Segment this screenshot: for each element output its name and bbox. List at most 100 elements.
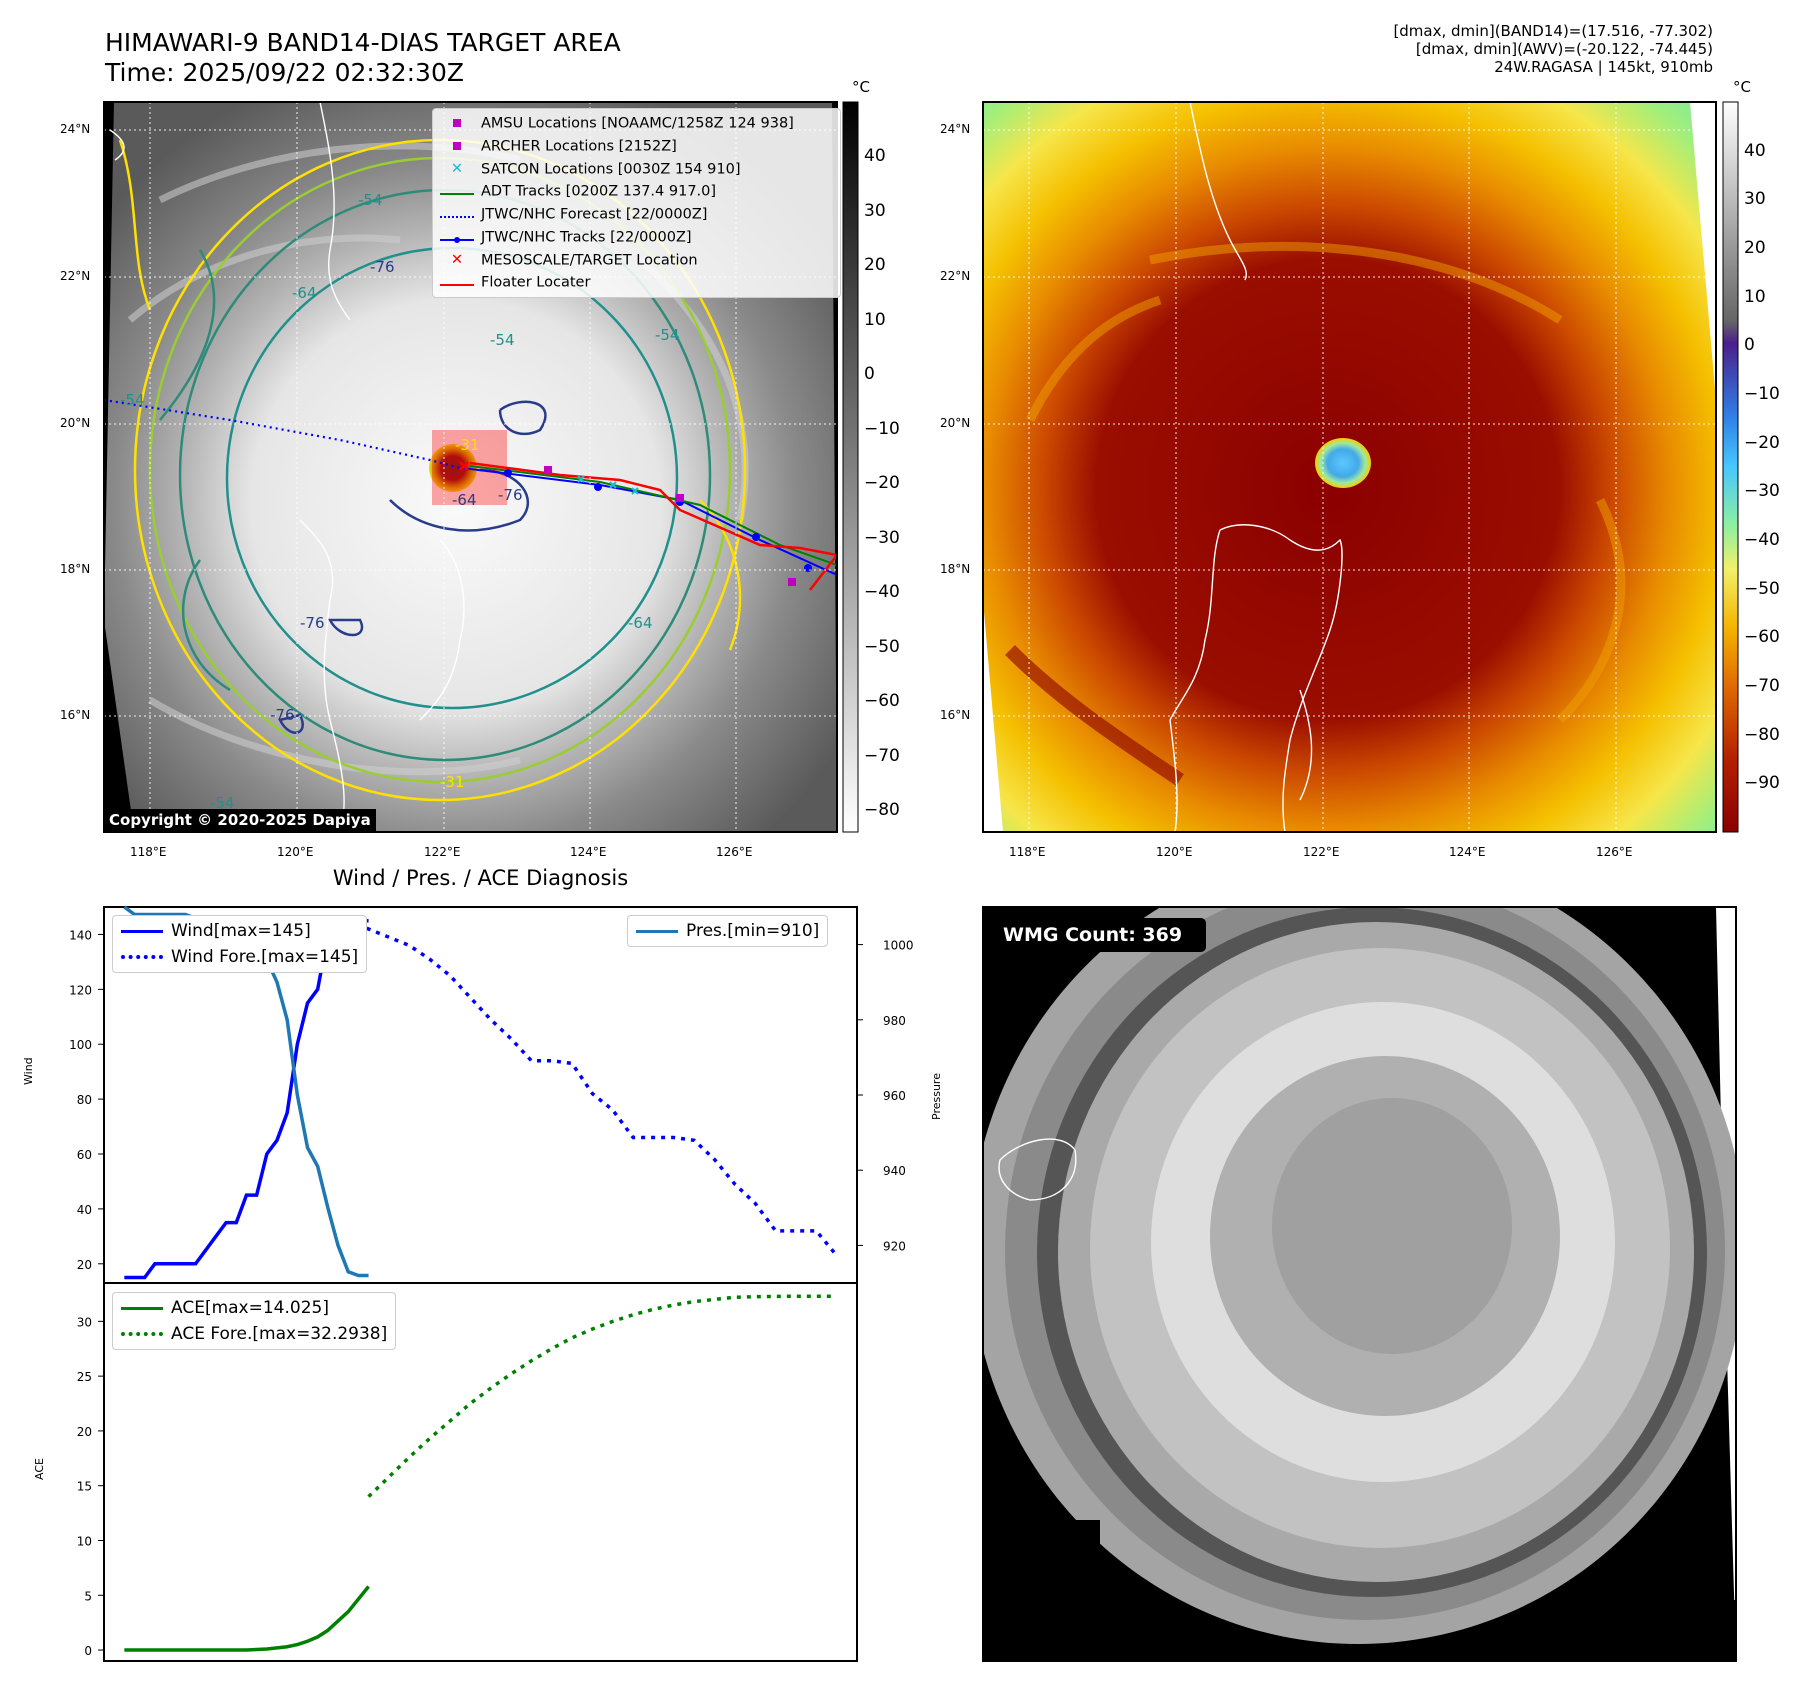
wind-axis-label: Wind xyxy=(22,1057,35,1085)
series-line xyxy=(347,919,838,1257)
contour-label: -64 xyxy=(292,284,317,302)
storm-eye xyxy=(1315,438,1371,488)
info-line-2: [dmax, dmin](AWV)=(-20.122, -74.445) xyxy=(1415,40,1713,58)
map-legend-entry: AMSU Locations [NOAAMC/1258Z 124 938] xyxy=(439,112,834,135)
colorbar-tick: −10 xyxy=(864,418,900,439)
contour-label: -76 xyxy=(498,486,523,504)
contour-label: -76 xyxy=(270,706,295,724)
legend-entry: Wind[max=145] xyxy=(121,918,358,944)
contour-label: -54 xyxy=(655,326,680,344)
contour-labels: -54 -76 -64 -54 -54 -31 -64 -76 -64 -76 … xyxy=(120,191,680,812)
lat-label: 22°N xyxy=(60,269,91,283)
legend-label: JTWC/NHC Tracks [22/0000Z] xyxy=(481,229,692,245)
y-right-tick-label: 960 xyxy=(883,1089,906,1103)
colorbar-tick: −60 xyxy=(864,691,900,712)
lat-label: 20°N xyxy=(940,416,971,430)
map-legend-entry: ADT Tracks [0200Z 137.4 917.0] xyxy=(439,180,834,203)
colorbar-tick: −70 xyxy=(1744,676,1780,696)
map-legend-entry: JTWC/NHC Tracks [22/0000Z] xyxy=(439,226,834,249)
pressure-axis-label: Pressure xyxy=(930,1073,943,1120)
title-line-2: Time: 2025/09/22 02:32:30Z xyxy=(105,58,464,87)
lat-label: 24°N xyxy=(60,122,91,136)
map-legend-entry: Floater Locater xyxy=(439,271,834,294)
awv-satellite-map xyxy=(982,101,1717,833)
colorbar-unit: °C xyxy=(852,78,870,96)
lon-label: 126°E xyxy=(716,845,753,859)
map-legend-entry: ✕ MESOSCALE/TARGET Location xyxy=(439,249,834,272)
legend-swatch xyxy=(439,203,475,226)
y-right-tick-label: 1000 xyxy=(883,939,914,953)
colorbar-tick: 30 xyxy=(1744,189,1766,210)
y-tick-label: 15 xyxy=(77,1480,92,1494)
legend-label: ACE[max=14.025] xyxy=(171,1298,329,1318)
contour-label: -76 xyxy=(300,614,325,632)
y-tick-label: 10 xyxy=(77,1534,92,1548)
wind-legend: Wind[max=145] Wind Fore.[max=145] xyxy=(112,915,368,973)
colorbar-tick: 10 xyxy=(864,309,886,330)
colorbar-tick: −20 xyxy=(864,473,900,494)
map-legend: AMSU Locations [NOAAMC/1258Z 124 938] ARC… xyxy=(432,108,841,298)
colorbar-awv xyxy=(1722,101,1739,833)
y-tick-label: 140 xyxy=(69,928,92,942)
lat-label: 24°N xyxy=(940,122,971,136)
lon-label: 118°E xyxy=(1009,845,1046,859)
series-line xyxy=(367,1294,837,1498)
colorbar-tick: 20 xyxy=(864,255,886,276)
contour-label: -54 xyxy=(210,794,235,812)
map-legend-entry: JTWC/NHC Forecast [22/0000Z] xyxy=(439,203,834,226)
lat-label: 16°N xyxy=(60,708,91,722)
y-tick-label: 25 xyxy=(77,1370,92,1384)
legend-swatch xyxy=(439,180,475,203)
adt-track-line xyxy=(469,465,837,566)
legend-entry: ACE[max=14.025] xyxy=(121,1295,387,1321)
legend-swatch: ✕ xyxy=(450,160,464,177)
colorbar-tick: 40 xyxy=(864,146,886,167)
colorbar-tick: −10 xyxy=(1744,384,1780,404)
colorbar-tick: 10 xyxy=(1744,286,1766,307)
legend-label: AMSU Locations [NOAAMC/1258Z 124 938] xyxy=(481,115,794,132)
lat-label: 20°N xyxy=(60,416,91,430)
colorbar-tick: −40 xyxy=(1744,530,1780,550)
y-right-tick-label: 980 xyxy=(883,1014,906,1028)
legend-swatch xyxy=(439,112,475,135)
y-tick-label: 20 xyxy=(77,1425,92,1439)
chart-title: Wind / Pres. / ACE Diagnosis xyxy=(332,866,629,890)
colorbar-tick: −20 xyxy=(1744,432,1780,453)
lon-label: 120°E xyxy=(1156,845,1193,859)
contour-label: -54 xyxy=(120,391,145,409)
y-tick-label: 5 xyxy=(84,1589,92,1603)
y-tick-label: 20 xyxy=(77,1258,92,1272)
lon-label: 124°E xyxy=(1449,845,1486,859)
legend-swatch xyxy=(439,271,475,294)
legend-label: Pres.[min=910] xyxy=(686,921,820,941)
lat-label: 18°N xyxy=(940,562,971,576)
contour-label: -54 xyxy=(490,331,515,349)
ace-plot-area: 0 5 10 15 20 25 30 xyxy=(77,1294,837,1658)
legend-label: ARCHER Locations [2152Z] xyxy=(481,138,677,154)
legend-label: Floater Locater xyxy=(481,274,591,291)
lat-label: 16°N xyxy=(940,708,971,722)
wmg-count-label: WMG Count: 369 xyxy=(1003,924,1183,946)
legend-label: ADT Tracks [0200Z 137.4 917.0] xyxy=(481,183,717,200)
y-tick-label: 0 xyxy=(84,1644,92,1658)
copyright-label: Copyright © 2020-2025 Dapiya xyxy=(104,809,376,831)
lon-label: 126°E xyxy=(1596,845,1633,859)
contour-label: -76 xyxy=(370,258,395,276)
pressure-legend: Pres.[min=910] xyxy=(627,915,829,947)
y-tick-label: 100 xyxy=(69,1038,92,1052)
ace-legend: ACE[max=14.025] ACE Fore.[max=32.2938] xyxy=(112,1292,397,1350)
colorbar-tick: 30 xyxy=(864,200,886,221)
map-legend-entry: ARCHER Locations [2152Z] xyxy=(439,135,834,158)
info-line-1: [dmax, dmin](BAND14)=(17.516, -77.302) xyxy=(1393,22,1713,40)
legend-label: ACE Fore.[max=32.2938] xyxy=(171,1324,388,1344)
colorbar-tick: −80 xyxy=(864,800,900,821)
y-right-tick-label: 940 xyxy=(883,1164,906,1178)
ace-axis-label: ACE xyxy=(33,1458,46,1480)
figure-title: HIMAWARI-9 BAND14-DIAS TARGET AREA Time:… xyxy=(105,28,621,88)
lon-label: 122°E xyxy=(1303,845,1340,859)
colorbar-tick: 40 xyxy=(1744,140,1766,161)
legend-label: MESOSCALE/TARGET Location xyxy=(481,251,698,268)
contour-label: -54 xyxy=(358,191,383,209)
y-right-tick-label: 920 xyxy=(883,1239,906,1253)
